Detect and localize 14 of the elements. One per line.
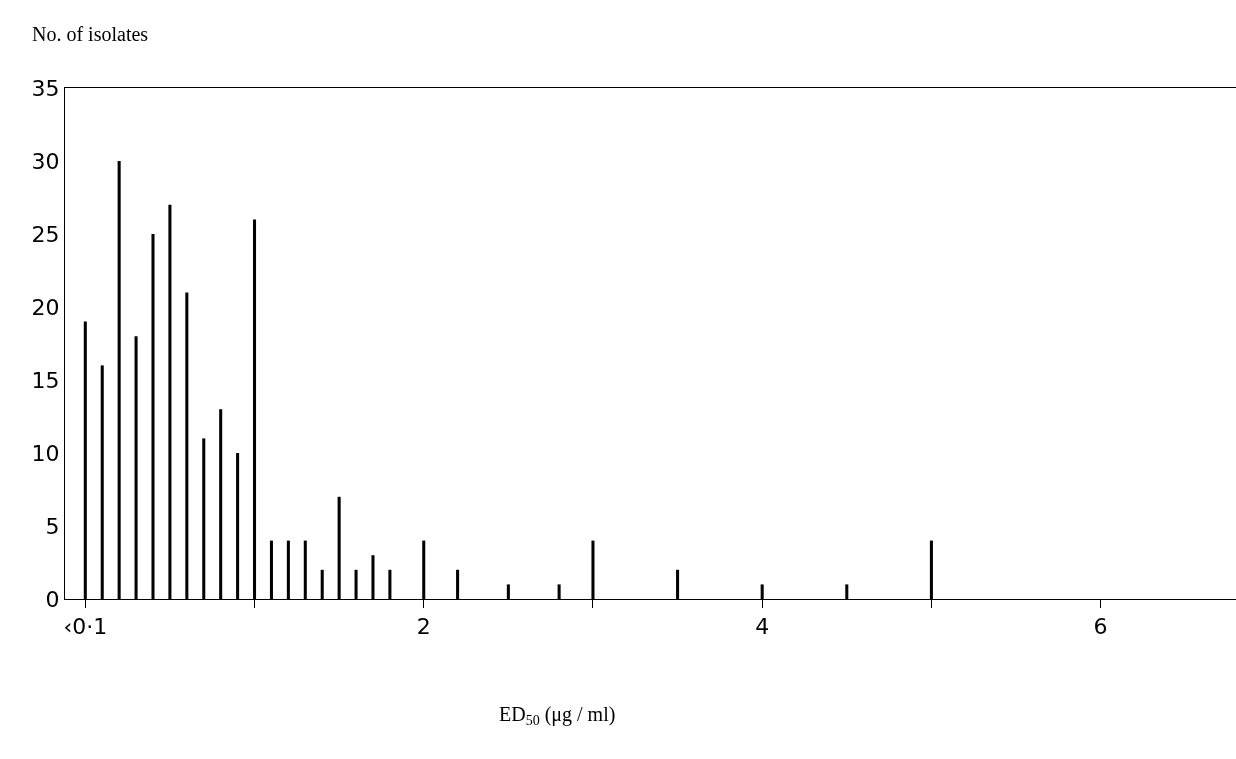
y-tick-label: 25: [31, 221, 60, 247]
y-tick-label: 35: [31, 75, 60, 101]
x-tick-label: 2: [416, 614, 431, 640]
y-tick-label: 30: [31, 148, 60, 174]
x-axis-title: ED$_{50}$ (μg / ml): [499, 703, 616, 729]
x-tick-label: 6: [1093, 614, 1108, 640]
y-tick-label: 10: [31, 440, 60, 466]
y-tick-label: 15: [31, 367, 60, 393]
y-tick-label: 0: [45, 586, 60, 612]
y-tick-label: 5: [45, 513, 60, 539]
y-axis-title: No. of isolates: [32, 23, 149, 45]
x-tick-label: 4: [755, 614, 770, 640]
y-tick-label: 20: [31, 294, 60, 320]
x-tick-label: ‹0·1: [63, 614, 108, 640]
